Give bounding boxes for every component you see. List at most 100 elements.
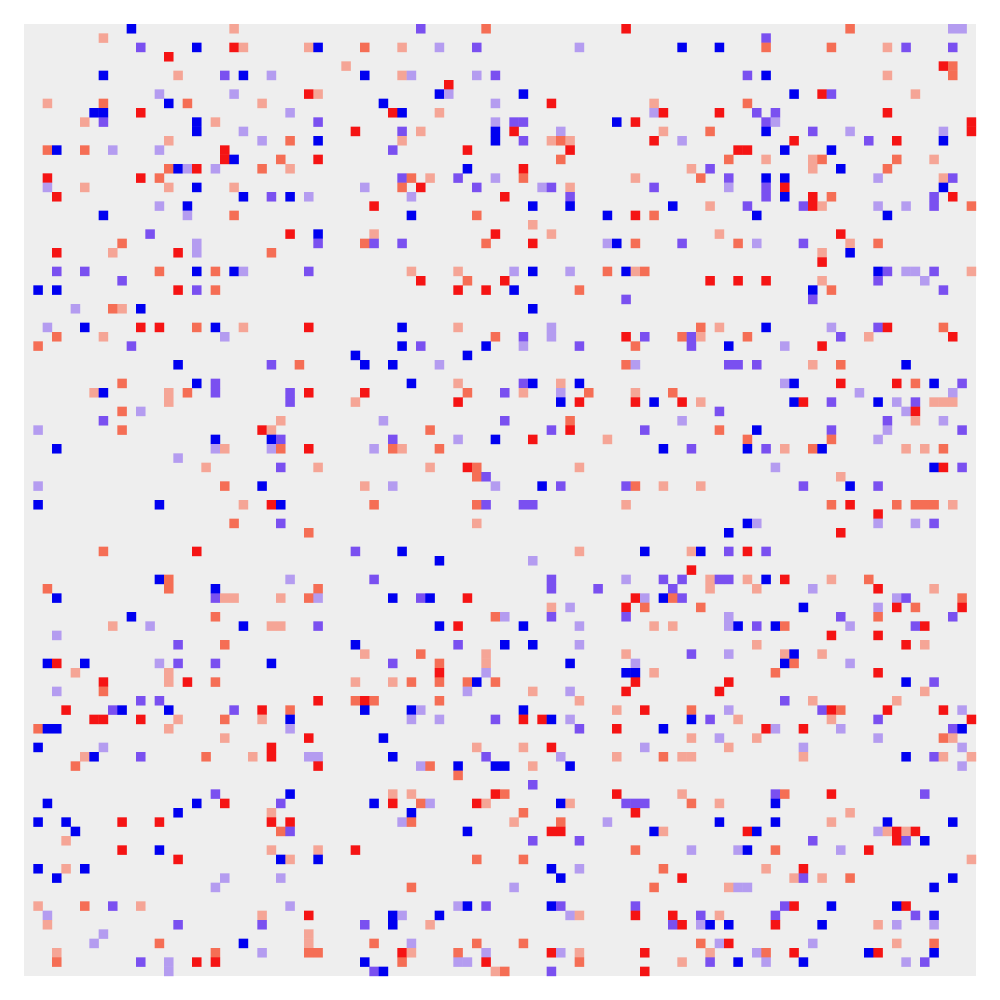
heatmap-cell — [369, 938, 379, 949]
heatmap-cell — [761, 70, 771, 81]
heatmap-cell — [630, 798, 641, 809]
heatmap-cell — [630, 341, 641, 351]
heatmap-cell — [528, 640, 538, 650]
heatmap-cell — [70, 826, 81, 837]
heatmap-cell — [565, 686, 575, 697]
heatmap-cell — [621, 266, 631, 277]
heatmap-cell — [901, 640, 911, 650]
heatmap-cell — [434, 714, 445, 725]
heatmap-cell — [574, 864, 585, 874]
heatmap-cell — [546, 332, 557, 342]
heatmap-cell — [845, 248, 855, 258]
heatmap-cell — [892, 378, 902, 389]
heatmap-cell — [509, 117, 519, 127]
heatmap-cell — [826, 500, 837, 510]
heatmap-cell — [98, 98, 109, 109]
heatmap-cell — [136, 406, 146, 417]
heatmap-cell — [910, 397, 921, 407]
heatmap-cell — [892, 836, 902, 846]
heatmap-cell — [397, 42, 407, 53]
heatmap-cell — [210, 117, 221, 127]
heatmap-cell — [117, 238, 127, 249]
heatmap-cell — [761, 724, 771, 734]
heatmap-cell — [640, 742, 650, 753]
heatmap-cell — [677, 397, 687, 407]
heatmap-cell — [556, 798, 566, 809]
heatmap-cell — [873, 201, 883, 211]
heatmap-cell — [901, 593, 911, 603]
heatmap-cell — [612, 705, 622, 715]
heatmap-cell — [789, 948, 799, 958]
heatmap-cell — [864, 332, 874, 342]
heatmap-cell — [453, 397, 463, 407]
heatmap-cell — [481, 658, 491, 669]
heatmap-cell — [770, 117, 781, 127]
heatmap-cell — [164, 52, 174, 62]
heatmap-cell — [434, 696, 445, 706]
heatmap-cell — [528, 500, 538, 510]
heatmap-cell — [630, 397, 641, 407]
heatmap-cell — [929, 584, 939, 594]
heatmap-cell — [892, 136, 902, 146]
heatmap-cell — [920, 686, 930, 697]
heatmap-cell — [406, 938, 417, 949]
heatmap-cell — [677, 873, 687, 883]
heatmap-cell — [761, 957, 771, 967]
heatmap-cell — [714, 733, 725, 743]
heatmap-cell — [266, 808, 277, 818]
heatmap-cell — [481, 472, 491, 482]
heatmap-cell — [98, 70, 109, 81]
heatmap-cell — [584, 388, 594, 398]
heatmap-cell — [724, 360, 734, 370]
heatmap-cell — [42, 798, 53, 809]
heatmap-cell — [882, 425, 893, 435]
heatmap-cell — [61, 817, 71, 827]
heatmap-cell — [406, 948, 417, 958]
heatmap-cell — [826, 574, 837, 585]
heatmap-cell — [649, 182, 659, 193]
heatmap-cell — [938, 705, 949, 715]
heatmap-cell — [220, 444, 230, 454]
heatmap-cell — [397, 173, 407, 183]
heatmap-cell — [621, 500, 631, 510]
heatmap-cell — [864, 136, 874, 146]
heatmap-cell — [266, 434, 277, 445]
heatmap-cell — [518, 714, 529, 725]
heatmap-cell — [733, 145, 743, 155]
heatmap-cell — [873, 434, 883, 445]
heatmap-cell — [873, 481, 883, 491]
heatmap-cell — [649, 621, 659, 631]
heatmap-cell — [360, 42, 370, 53]
heatmap-cell — [229, 266, 239, 277]
heatmap-cell — [201, 752, 211, 762]
heatmap-cell — [696, 332, 706, 342]
heatmap-cell — [80, 864, 90, 874]
heatmap-cell — [724, 612, 734, 622]
heatmap-cell — [752, 948, 762, 958]
heatmap-cell — [117, 425, 127, 435]
heatmap-cell — [453, 640, 463, 650]
heatmap-cell — [434, 360, 445, 370]
heatmap-cell — [276, 854, 286, 865]
heatmap-cell — [304, 733, 314, 743]
heatmap-cell — [752, 360, 762, 370]
heatmap-cell — [882, 42, 893, 53]
heatmap-cell — [612, 724, 622, 734]
heatmap-cell — [910, 518, 921, 529]
heatmap-cell — [686, 341, 697, 351]
heatmap-cell — [733, 714, 743, 725]
heatmap-cell — [556, 126, 566, 137]
heatmap-cell — [406, 70, 417, 81]
heatmap-cell — [882, 826, 893, 837]
heatmap-cell — [892, 593, 902, 603]
heatmap-cell — [966, 201, 977, 211]
heatmap-cell — [154, 266, 165, 277]
heatmap-cell — [817, 276, 827, 286]
heatmap-cell — [369, 500, 379, 510]
heatmap-cell — [882, 817, 893, 827]
heatmap-cell — [117, 406, 127, 417]
heatmap-cell — [360, 957, 370, 967]
heatmap-cell — [640, 705, 650, 715]
heatmap-cell — [574, 910, 585, 921]
heatmap-cell — [220, 481, 230, 491]
